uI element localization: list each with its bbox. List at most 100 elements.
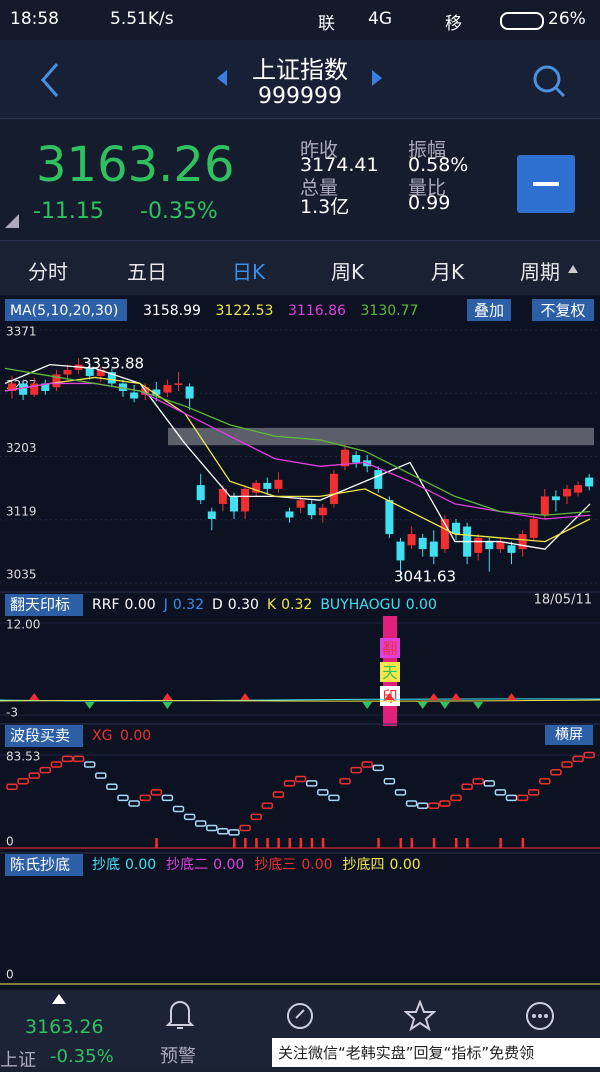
legend-name: 抄底四 (343, 857, 385, 873)
candle-body (285, 511, 294, 518)
y-tick-label: 12.00 (6, 618, 40, 632)
battery: 26% (548, 9, 586, 29)
refresh-icon[interactable] (284, 1000, 316, 1032)
button[interactable] (532, 299, 594, 321)
wave-mark (317, 789, 329, 796)
wave-mark (527, 789, 540, 796)
wave-mark (272, 791, 285, 798)
carrier: 联 (318, 14, 335, 34)
status-bar: 18:58 5.51K/s 联 4G 移 26% (0, 0, 600, 40)
candle-body (152, 389, 161, 395)
panel-title: 翻天印标 (10, 596, 70, 614)
wave-mark (61, 755, 74, 763)
y-tick-label: 83.53 (6, 750, 40, 764)
wave-mark (361, 761, 373, 768)
tab[interactable]: 周期 (520, 260, 560, 284)
wave-mark (228, 829, 240, 836)
arrow (162, 702, 173, 709)
alert-icon[interactable] (165, 998, 195, 1032)
wave-mark (339, 777, 351, 785)
button-label[interactable]: 不复权 (540, 302, 585, 320)
stat-value: 3174.41 (300, 154, 379, 176)
nav-name: 上证 (0, 1050, 36, 1071)
candle-body (563, 488, 571, 497)
collapse-button[interactable] (517, 155, 575, 213)
candle-body (85, 368, 94, 376)
wave-mark (106, 783, 118, 791)
candle-body (452, 522, 460, 535)
panel-title: 陈氏抄底 (10, 856, 70, 874)
legend-value: 0.30 (228, 597, 259, 613)
zone (168, 427, 594, 446)
xg-bar (244, 838, 247, 848)
wave-mark (428, 802, 440, 809)
xg-bar (455, 838, 458, 848)
candle-body (518, 534, 527, 550)
candle-body (263, 482, 272, 489)
marker-box (380, 638, 400, 658)
panel-bg (0, 295, 600, 990)
price: 3163.26 (36, 137, 235, 193)
prev[interactable] (215, 70, 229, 86)
marker-char: 翻 (382, 640, 397, 658)
alert[interactable]: 预警 (160, 1046, 196, 1067)
button-label[interactable]: 叠加 (474, 302, 504, 320)
xg-bar (155, 838, 158, 848)
marker-char: 天 (382, 664, 397, 682)
wave-mark (461, 783, 473, 791)
candle-body (385, 500, 394, 535)
tab[interactable]: 周K (331, 260, 365, 284)
xg-bar (277, 838, 280, 848)
wave-mark (450, 794, 462, 802)
wave-mark (439, 800, 451, 807)
title: 上证指数 (252, 56, 348, 84)
candle-body (296, 500, 305, 508)
legend-value: 0.00 (390, 857, 421, 873)
tab[interactable]: 月K (431, 260, 465, 284)
arrow (29, 693, 40, 700)
button[interactable] (545, 725, 593, 745)
button-label[interactable]: 横屏 (555, 727, 583, 743)
next[interactable] (370, 70, 384, 86)
candle-body (185, 386, 194, 399)
button[interactable] (467, 299, 511, 321)
wave-mark (294, 775, 307, 783)
candle-body (163, 384, 172, 393)
wave-mark (194, 820, 207, 827)
xg-bar (266, 838, 269, 848)
wave-mark (83, 761, 96, 768)
legend-value: 0.00 (125, 857, 156, 873)
legend-value: 0.00 (301, 857, 332, 873)
tab[interactable]: 五日 (127, 260, 167, 284)
candle-body (329, 473, 338, 504)
more-icon[interactable] (524, 1000, 556, 1032)
network: 4G (368, 9, 392, 29)
wave-mark (39, 766, 52, 774)
wave-mark (372, 764, 385, 772)
search[interactable] (530, 62, 570, 102)
nav-price: 3163.26 (25, 1016, 104, 1038)
candle-body (529, 518, 538, 538)
wave-mark (172, 805, 185, 813)
legend-name: 抄底二 (166, 857, 208, 873)
wave-mark (583, 751, 595, 759)
tab[interactable]: 日K (232, 260, 266, 284)
nav-pct: -0.35% (50, 1046, 114, 1067)
star-icon[interactable] (404, 1000, 436, 1032)
legend-box (5, 299, 127, 321)
tab[interactable]: 分时 (28, 260, 68, 284)
y-tick-label: 3035 (6, 568, 37, 582)
wave-mark (305, 780, 318, 787)
title-box (5, 594, 83, 616)
candle-body (507, 545, 516, 553)
candle-body (52, 374, 61, 388)
back-button[interactable] (35, 60, 65, 100)
y-tick-label: -3 (6, 706, 18, 720)
candle-body (307, 503, 316, 516)
quote-panel: 3163.26 -11.15 -0.35% 昨收 3174.41 振幅 0.58% 总量… (0, 118, 600, 241)
candle-body (474, 537, 483, 553)
candle-body (96, 369, 105, 376)
xg-bar (233, 838, 236, 848)
candle-body (396, 541, 405, 561)
candle-body (540, 496, 549, 516)
